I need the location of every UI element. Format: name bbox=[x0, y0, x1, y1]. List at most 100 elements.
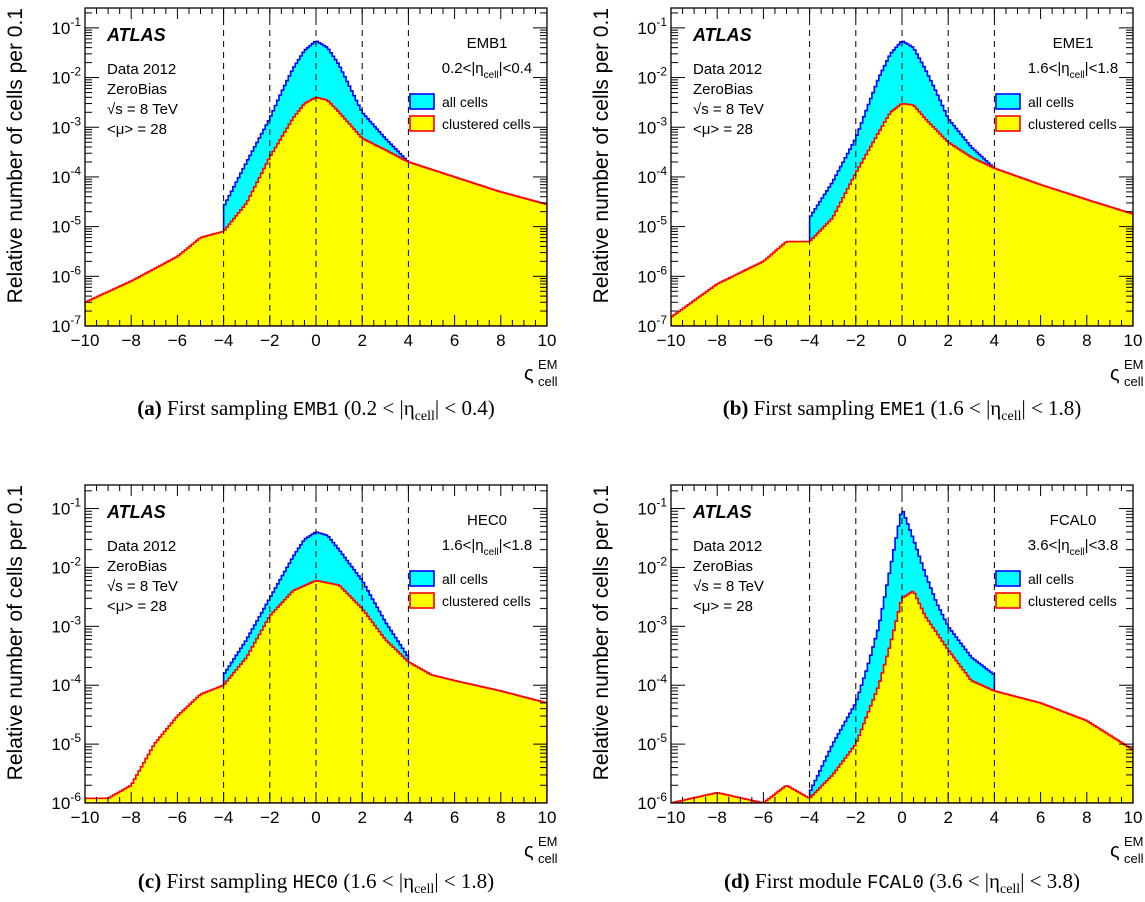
legend-label: clustered cells bbox=[442, 116, 531, 132]
y-tick-label: 10-1 bbox=[637, 15, 667, 38]
info-line: <μ> = 28 bbox=[693, 598, 753, 615]
y-tick-label: 10-4 bbox=[51, 164, 81, 187]
x-tick-label: −6 bbox=[754, 331, 773, 350]
info-line: ZeroBias bbox=[693, 81, 753, 98]
info-line: √s = 8 TeV bbox=[693, 101, 764, 118]
x-tick-label: −2 bbox=[846, 808, 865, 827]
info-line: ZeroBias bbox=[107, 558, 167, 575]
y-tick-label: 10-4 bbox=[51, 672, 81, 695]
x-tick-label: 8 bbox=[1082, 808, 1091, 827]
x-tick-label: −4 bbox=[214, 808, 233, 827]
y-tick-label: 10-6 bbox=[637, 790, 667, 813]
legend-label: clustered cells bbox=[1028, 116, 1117, 132]
x-tick-label: −2 bbox=[846, 331, 865, 350]
x-tick-label: −4 bbox=[800, 331, 819, 350]
x-tick-label: 2 bbox=[943, 331, 952, 350]
x-tick-label: −4 bbox=[800, 808, 819, 827]
y-tick-label: 10-3 bbox=[637, 114, 667, 137]
x-tick-label: 4 bbox=[990, 331, 999, 350]
legend-swatch bbox=[995, 592, 1021, 609]
x-tick-label: 4 bbox=[404, 331, 413, 350]
region-label: FCAL0 bbox=[1050, 512, 1097, 529]
panel-b: −10 −8 −6 −4 −2 0 2 4 6 8 10 10-7 10-6 10-5 10-4 10-3 10… bbox=[590, 7, 1144, 424]
x-axis-label: ς bbox=[1110, 840, 1120, 862]
x-tick-label: 4 bbox=[990, 808, 999, 827]
x-tick-label: −6 bbox=[168, 331, 187, 350]
eta-range-label: 0.2<|ηcell|<0.4 bbox=[442, 60, 532, 81]
region-label: HEC0 bbox=[467, 512, 507, 529]
y-tick-label: 10-5 bbox=[637, 214, 667, 237]
region-label: EMB1 bbox=[467, 35, 508, 52]
legend-label: clustered cells bbox=[442, 593, 531, 609]
x-tick-label: −2 bbox=[260, 808, 279, 827]
x-tick-label: −8 bbox=[122, 331, 141, 350]
y-tick-label: 10-7 bbox=[51, 313, 81, 336]
x-tick-label: 6 bbox=[1036, 331, 1045, 350]
x-tick-label: 2 bbox=[357, 808, 366, 827]
x-axis-label-sup: EM bbox=[1124, 834, 1144, 849]
legend-swatch bbox=[409, 570, 435, 587]
x-tick-label: −6 bbox=[754, 808, 773, 827]
panel-c: −10 −8 −6 −4 −2 0 2 4 6 8 10 10-6 10-5 10-4 10-3 10-2 10… bbox=[4, 484, 558, 897]
y-tick-label: 10-4 bbox=[637, 164, 667, 187]
y-tick-label: 10-7 bbox=[637, 313, 667, 336]
x-tick-label: 10 bbox=[1124, 808, 1143, 827]
atlas-label: ATLAS bbox=[692, 25, 752, 45]
x-tick-label: 10 bbox=[538, 331, 557, 350]
eta-range-label: 1.6<|ηcell|<1.8 bbox=[1028, 60, 1118, 81]
y-tick-label: 10-1 bbox=[51, 496, 81, 519]
info-line: √s = 8 TeV bbox=[107, 101, 178, 118]
y-axis-label: Relative number of cells per 0.1 bbox=[590, 485, 613, 780]
legend-label: all cells bbox=[442, 571, 488, 587]
atlas-label: ATLAS bbox=[106, 25, 166, 45]
info-line: Data 2012 bbox=[107, 61, 176, 78]
x-tick-label: −6 bbox=[168, 808, 187, 827]
x-axis-label: ς bbox=[1110, 363, 1120, 385]
x-tick-label: −10 bbox=[657, 331, 686, 350]
info-line: <μ> = 28 bbox=[107, 121, 167, 138]
panel-d: −10 −8 −6 −4 −2 0 2 4 6 8 10 10-6 10-5 10-4 10-3 10-2 10… bbox=[590, 484, 1144, 897]
x-tick-label: −10 bbox=[657, 808, 686, 827]
y-tick-label: 10-5 bbox=[51, 731, 81, 754]
legend-swatch bbox=[409, 115, 435, 132]
info-line: Data 2012 bbox=[107, 538, 176, 555]
info-line: <μ> = 28 bbox=[107, 598, 167, 615]
x-tick-label: −8 bbox=[708, 808, 727, 827]
x-tick-label: 0 bbox=[311, 331, 320, 350]
legend-label: all cells bbox=[442, 94, 488, 110]
eta-range-label: 3.6<|ηcell|<3.8 bbox=[1028, 537, 1118, 558]
x-tick-label: −10 bbox=[71, 808, 100, 827]
y-tick-label: 10-4 bbox=[637, 672, 667, 695]
x-tick-label: 4 bbox=[404, 808, 413, 827]
x-tick-label: 6 bbox=[1036, 808, 1045, 827]
legend-swatch bbox=[995, 570, 1021, 587]
y-tick-label: 10-1 bbox=[637, 496, 667, 519]
atlas-label: ATLAS bbox=[692, 502, 752, 522]
x-tick-label: −8 bbox=[122, 808, 141, 827]
y-axis-label: Relative number of cells per 0.1 bbox=[4, 8, 27, 303]
y-axis-label: Relative number of cells per 0.1 bbox=[4, 485, 27, 780]
region-label: EME1 bbox=[1053, 35, 1094, 52]
x-axis-label: ς bbox=[524, 840, 534, 862]
x-tick-label: 2 bbox=[357, 331, 366, 350]
x-axis-label-sup: EM bbox=[538, 834, 558, 849]
x-tick-label: 8 bbox=[496, 331, 505, 350]
panel-caption: (b) First sampling EME1 (1.6 < |ηcell| <… bbox=[723, 396, 1082, 424]
legend-swatch bbox=[409, 592, 435, 609]
legend-label: all cells bbox=[1028, 571, 1074, 587]
info-line: Data 2012 bbox=[693, 61, 762, 78]
panel-caption: (d) First module FCAL0 (3.6 < |ηcell| < … bbox=[724, 869, 1080, 897]
info-line: √s = 8 TeV bbox=[693, 578, 764, 595]
x-axis-label-sub: cell bbox=[538, 851, 558, 866]
y-tick-label: 10-5 bbox=[637, 731, 667, 754]
y-tick-label: 10-2 bbox=[51, 65, 81, 88]
legend-swatch bbox=[409, 93, 435, 110]
info-line: ZeroBias bbox=[693, 558, 753, 575]
legend-label: clustered cells bbox=[1028, 593, 1117, 609]
x-tick-label: 8 bbox=[1082, 331, 1091, 350]
y-tick-label: 10-6 bbox=[637, 263, 667, 286]
info-line: <μ> = 28 bbox=[693, 121, 753, 138]
y-tick-label: 10-2 bbox=[637, 65, 667, 88]
legend-label: all cells bbox=[1028, 94, 1074, 110]
